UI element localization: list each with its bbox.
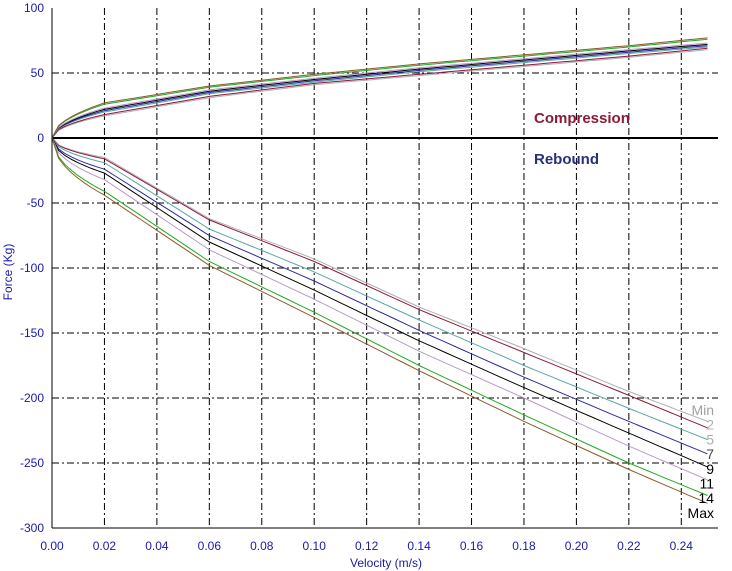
series-2-compression-line — [51, 47, 708, 139]
x-tick-label: 0.04 — [145, 539, 169, 553]
series-11-rebound-line — [51, 137, 708, 481]
x-tick-label: 0.12 — [355, 539, 379, 553]
y-tick-label: -50 — [27, 196, 45, 210]
series-11-compression-line — [51, 42, 708, 139]
series-7-rebound-line — [51, 137, 708, 455]
series-14-compression-line — [51, 38, 708, 139]
x-tick-label: 0.08 — [250, 539, 274, 553]
series-max-compression-line — [51, 37, 708, 139]
series-end-label: 2 — [706, 417, 714, 433]
series-end-label: 11 — [699, 476, 714, 492]
series-end-label: 5 — [706, 431, 714, 447]
series-14-rebound-line — [51, 137, 708, 496]
series-layer — [51, 37, 708, 504]
x-tick-label: 0.14 — [407, 539, 431, 553]
y-tick-label: 0 — [37, 131, 44, 145]
x-tick-label: 0.22 — [617, 539, 641, 553]
x-tick-label: 0.24 — [670, 539, 694, 553]
plot-frame — [51, 8, 718, 529]
x-tick-label: 0.16 — [460, 539, 484, 553]
series-end-label: 14 — [698, 490, 714, 506]
x-tick-label: 0.06 — [198, 539, 222, 553]
series-end-label: Min — [691, 402, 714, 418]
series-end-label: 9 — [706, 461, 714, 477]
y-tick-label: -200 — [20, 391, 44, 405]
x-tick-labels: 0.00 0.02 0.04 0.06 0.08 0.10 0.12 0.14 0.16 0.18… — [40, 539, 693, 553]
series-end-label: Max — [688, 505, 714, 521]
x-tick-label: 0.00 — [40, 539, 64, 553]
series-max-rebound-line — [51, 137, 708, 504]
series-2-rebound-line — [51, 137, 708, 429]
series-5-compression-line — [51, 46, 708, 139]
rebound-label: Rebound — [534, 151, 599, 168]
series-min-rebound-line — [51, 137, 708, 422]
y-tick-label: -300 — [20, 521, 44, 535]
series-min-compression-line — [51, 49, 708, 139]
y-tick-labels: 100 50 0 -50 -100 -150 -200 -250 -300 — [20, 1, 44, 535]
y-tick-label: 50 — [31, 66, 45, 80]
x-tick-label: 0.18 — [512, 539, 536, 553]
y-tick-label: -250 — [20, 456, 44, 470]
y-tick-label: -150 — [20, 326, 44, 340]
series-9-rebound-line — [51, 137, 708, 468]
y-tick-label: -100 — [20, 261, 44, 275]
x-tick-label: 0.20 — [565, 539, 589, 553]
series-9-compression-line — [51, 43, 708, 139]
series-5-rebound-line — [51, 137, 708, 441]
series-end-label: 7 — [706, 446, 714, 462]
compression-label: Compression — [534, 110, 630, 127]
y-tick-label: 100 — [24, 1, 44, 15]
series-7-compression-line — [51, 45, 708, 139]
y-axis-title: Force (Kg) — [1, 244, 15, 301]
x-tick-label: 0.10 — [303, 539, 327, 553]
x-axis-title: Velocity (m/s) — [350, 556, 422, 570]
x-tick-label: 0.02 — [93, 539, 117, 553]
grid-lines — [52, 8, 718, 528]
